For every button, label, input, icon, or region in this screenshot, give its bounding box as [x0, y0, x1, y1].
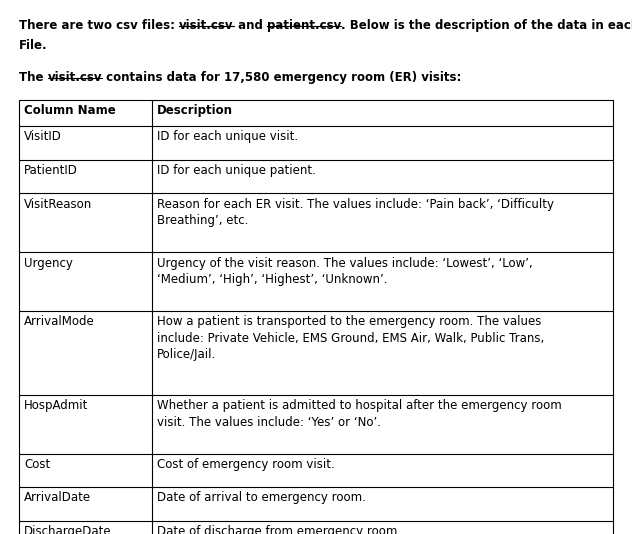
Bar: [19, 99, 613, 534]
Text: How a patient is transported to the emergency room. The values
include: Private : How a patient is transported to the emer…: [157, 315, 544, 361]
Text: Description: Description: [157, 104, 233, 117]
Text: Urgency: Urgency: [24, 256, 73, 270]
Text: Whether a patient is admitted to hospital after the emergency room
visit. The va: Whether a patient is admitted to hospita…: [157, 399, 561, 429]
Text: ID for each unique visit.: ID for each unique visit.: [157, 130, 298, 144]
Text: Urgency of the visit reason. The values include: ‘Lowest’, ‘Low’,
‘Medium’, ‘Hig: Urgency of the visit reason. The values …: [157, 256, 533, 286]
Text: Column Name: Column Name: [24, 104, 116, 117]
Text: and: and: [234, 19, 267, 32]
Text: DischargeDate: DischargeDate: [24, 525, 112, 534]
Text: ID for each unique patient.: ID for each unique patient.: [157, 164, 315, 177]
Text: visit.csv: visit.csv: [47, 70, 102, 84]
Text: VisitReason: VisitReason: [24, 198, 92, 211]
Text: ArrivalMode: ArrivalMode: [24, 315, 95, 328]
Text: Date of arrival to emergency room.: Date of arrival to emergency room.: [157, 491, 365, 505]
Text: Reason for each ER visit. The values include: ‘Pain back’, ‘Difficulty
Breathing: Reason for each ER visit. The values inc…: [157, 198, 554, 227]
Text: Cost: Cost: [24, 458, 51, 471]
Text: File.: File.: [19, 40, 47, 52]
Text: There are two csv files:: There are two csv files:: [19, 19, 179, 32]
Text: Cost of emergency room visit.: Cost of emergency room visit.: [157, 458, 334, 471]
Text: contains data for 17,580 emergency room (ER) visits:: contains data for 17,580 emergency room …: [102, 70, 461, 84]
Text: visit.csv: visit.csv: [179, 19, 234, 32]
Text: The: The: [19, 70, 47, 84]
Text: PatientID: PatientID: [24, 164, 78, 177]
Text: patient.csv: patient.csv: [267, 19, 341, 32]
Text: HospAdmit: HospAdmit: [24, 399, 88, 412]
Text: . Below is the description of the data in each: . Below is the description of the data i…: [341, 19, 632, 32]
Text: Date of discharge from emergency room.: Date of discharge from emergency room.: [157, 525, 401, 534]
Text: VisitID: VisitID: [24, 130, 62, 144]
Text: ArrivalDate: ArrivalDate: [24, 491, 91, 505]
